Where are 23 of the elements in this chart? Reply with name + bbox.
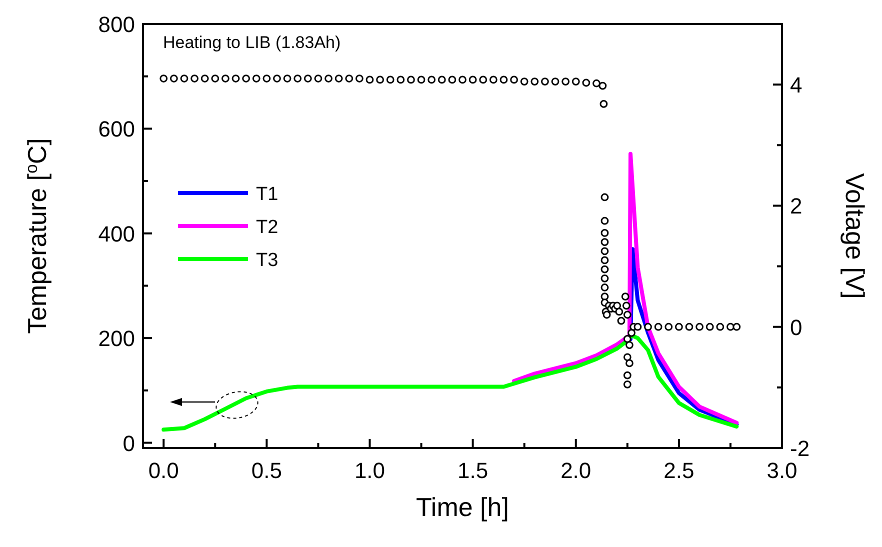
- y2-tick-label: 4: [790, 72, 802, 98]
- legend-label: T2: [256, 217, 278, 238]
- x-tick-label: 3.0: [766, 458, 798, 483]
- x-tick-label: 0.5: [251, 458, 282, 483]
- x-axis-title: Time [h]: [416, 492, 509, 522]
- y-tick-label: 200: [98, 326, 135, 352]
- x-tick-label: 2.5: [664, 458, 694, 483]
- y-tick-label: 400: [98, 221, 135, 246]
- line-series: [512, 152, 739, 425]
- y2-tick-label: -2: [790, 436, 810, 461]
- y-tick-label: 800: [98, 12, 135, 37]
- y2-tick-label: 0: [790, 314, 802, 340]
- legend-label: T1: [256, 184, 278, 205]
- x-tick-label: 1.5: [458, 458, 488, 483]
- y-tick-label: 0: [122, 430, 135, 456]
- x-tick-label: 2.0: [560, 458, 592, 483]
- y2-axis-title: Voltage [V]: [840, 173, 870, 299]
- y-tick-label: 600: [98, 116, 135, 142]
- x-tick-label: 0.0: [148, 458, 179, 483]
- annotation: Heating to LIB (1.83Ah): [163, 33, 341, 52]
- legend-label: T3: [256, 250, 278, 271]
- y2-tick-label: 2: [790, 194, 802, 219]
- x-tick-label: 1.0: [354, 458, 386, 483]
